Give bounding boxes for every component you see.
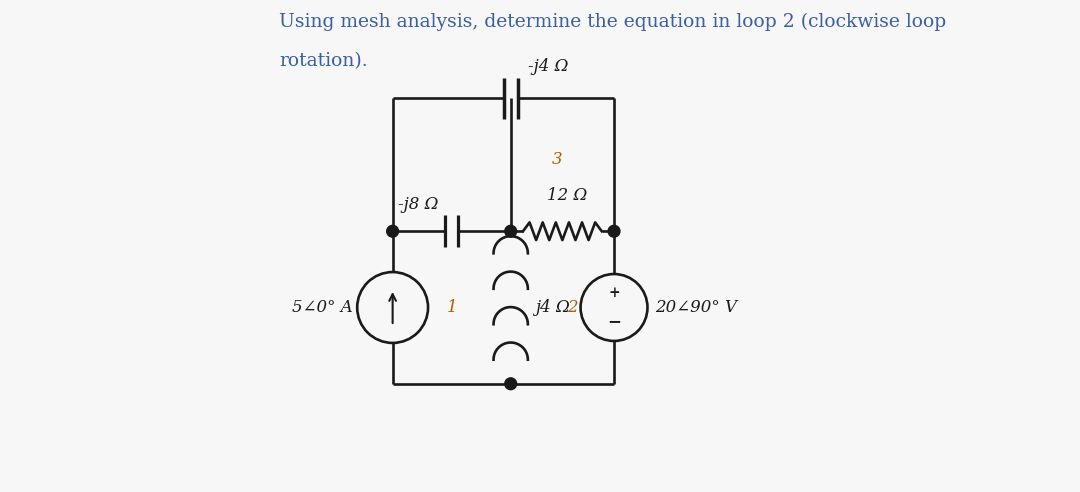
Text: j4 Ω: j4 Ω xyxy=(536,299,570,316)
Text: 1: 1 xyxy=(446,299,457,316)
Text: 20∠90° V: 20∠90° V xyxy=(654,299,737,316)
Text: 3: 3 xyxy=(552,152,563,168)
Text: 5∠0° A: 5∠0° A xyxy=(292,299,352,316)
Text: +: + xyxy=(608,286,620,301)
Text: -j8 Ω: -j8 Ω xyxy=(397,196,437,213)
Text: -j4 Ω: -j4 Ω xyxy=(528,58,568,75)
Circle shape xyxy=(608,225,620,237)
Text: Using mesh analysis, determine the equation in loop 2 (clockwise loop: Using mesh analysis, determine the equat… xyxy=(280,12,947,31)
Circle shape xyxy=(387,225,399,237)
Circle shape xyxy=(504,378,516,390)
Circle shape xyxy=(504,225,516,237)
Text: 12 Ω: 12 Ω xyxy=(548,187,588,204)
Text: rotation).: rotation). xyxy=(280,52,368,70)
Text: 2: 2 xyxy=(567,299,578,316)
Text: −: − xyxy=(607,313,621,330)
